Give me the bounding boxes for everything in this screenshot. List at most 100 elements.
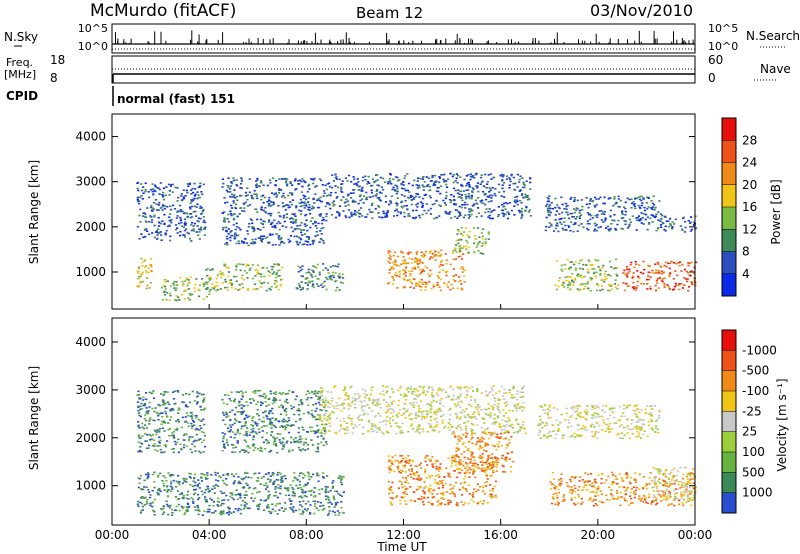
echo-cell xyxy=(259,229,262,231)
echo-cell xyxy=(500,385,503,388)
echo-cell xyxy=(420,286,423,288)
echo-cell xyxy=(546,203,549,206)
echo-cell xyxy=(378,191,381,194)
echo-cell xyxy=(159,231,162,233)
echo-cell xyxy=(269,410,273,412)
echo-cell xyxy=(364,175,367,178)
echo-cell xyxy=(415,261,418,264)
echo-cell xyxy=(195,278,198,280)
echo-cell xyxy=(304,203,307,205)
echo-cell xyxy=(522,395,525,398)
echo-cell xyxy=(649,276,652,278)
echo-cell xyxy=(460,206,463,209)
echo-cell xyxy=(204,407,207,410)
echo-cell xyxy=(448,409,451,412)
echo-cell xyxy=(672,278,675,280)
echo-cell xyxy=(347,408,350,410)
echo-cell xyxy=(253,473,256,475)
echo-cell xyxy=(227,266,230,269)
echo-cell xyxy=(200,427,203,430)
echo-cell xyxy=(195,415,198,417)
echo-cell xyxy=(468,208,471,210)
echo-cell xyxy=(392,415,395,418)
echo-cell xyxy=(438,177,441,179)
echo-cell xyxy=(276,222,279,225)
echo-cell xyxy=(260,276,263,278)
echo-cell xyxy=(310,396,313,399)
echo-cell xyxy=(267,503,270,506)
echo-cell xyxy=(668,267,671,270)
echo-cell xyxy=(314,225,317,227)
echo-cell xyxy=(169,205,172,207)
echo-cell xyxy=(139,446,142,448)
echo-cell xyxy=(177,409,180,411)
echo-cell xyxy=(501,187,504,190)
echo-cell xyxy=(506,403,509,406)
echo-cell xyxy=(401,432,404,434)
echo-cell xyxy=(428,252,431,254)
echo-cell xyxy=(340,410,343,412)
echo-cell xyxy=(406,408,409,411)
echo-cell xyxy=(589,198,592,201)
echo-cell xyxy=(260,426,263,429)
echo-cell xyxy=(302,229,305,231)
echo-cell xyxy=(323,192,326,194)
echo-cell xyxy=(373,400,376,402)
echo-cell xyxy=(675,262,678,265)
echo-cell xyxy=(138,449,141,452)
echo-cell xyxy=(164,285,167,288)
echo-cell xyxy=(387,182,390,185)
echo-cell xyxy=(273,441,276,443)
echo-cell xyxy=(412,198,415,200)
echo-cell xyxy=(301,234,304,236)
echo-cell xyxy=(503,388,506,391)
echo-cell xyxy=(687,289,690,292)
echo-cell xyxy=(327,272,330,274)
echo-cell xyxy=(274,419,277,422)
echo-cell xyxy=(255,183,258,185)
echo-cell xyxy=(501,180,504,182)
echo-cell xyxy=(248,191,251,194)
echo-cell xyxy=(623,220,626,222)
echo-cell xyxy=(593,204,596,207)
echo-cell xyxy=(141,189,144,192)
echo-cell xyxy=(430,405,433,408)
echo-cell xyxy=(468,230,471,233)
echo-cell xyxy=(162,507,165,509)
range-tick-label: 2000 xyxy=(75,431,106,445)
echo-cell xyxy=(298,475,301,477)
echo-cell xyxy=(421,262,424,264)
echo-cell xyxy=(299,179,302,182)
echo-cell xyxy=(193,197,196,200)
echo-cell xyxy=(246,507,249,509)
echo-cell xyxy=(438,215,441,217)
echo-cell xyxy=(393,261,396,264)
echo-cell xyxy=(458,205,461,208)
echo-cell xyxy=(203,397,206,399)
echo-cell xyxy=(472,250,476,253)
echo-cell xyxy=(291,213,294,215)
echo-cell xyxy=(445,191,448,194)
echo-cell xyxy=(160,423,163,426)
echo-cell xyxy=(281,441,284,443)
echo-cell xyxy=(460,194,463,196)
echo-cell xyxy=(457,215,460,217)
echo-cell xyxy=(417,405,420,407)
echo-cell xyxy=(416,395,419,398)
echo-cell xyxy=(290,217,293,219)
echo-cell xyxy=(155,231,158,233)
echo-cell xyxy=(334,173,337,176)
echo-cell xyxy=(190,416,193,418)
echo-cell xyxy=(271,407,274,410)
echo-cell xyxy=(275,418,278,421)
echo-cell xyxy=(283,409,286,411)
echo-cell xyxy=(144,189,147,191)
echo-cell xyxy=(323,401,326,404)
echo-cell xyxy=(292,391,295,393)
echo-cell xyxy=(295,218,298,221)
echo-cell xyxy=(193,205,196,207)
echo-cell xyxy=(367,420,370,422)
echo-cell xyxy=(316,448,319,450)
echo-cell xyxy=(583,288,586,290)
echo-cell xyxy=(406,252,409,254)
